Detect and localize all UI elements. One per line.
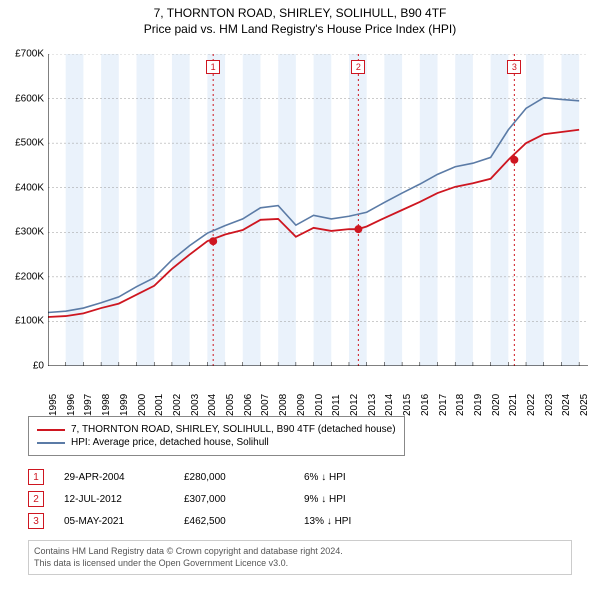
footer-line: Contains HM Land Registry data © Crown c… [34,546,566,558]
x-tick-label: 2001 [154,394,165,416]
x-tick-label: 2013 [367,394,378,416]
y-tick-label: £200K [15,271,44,282]
sale-marker-box: 1 [28,469,44,485]
x-tick-label: 2025 [579,394,590,416]
x-tick-label: 2022 [526,394,537,416]
table-row: 2 12-JUL-2012 £307,000 9% ↓ HPI [28,488,424,510]
x-tick-label: 2016 [420,394,431,416]
x-tick-label: 1996 [66,394,77,416]
x-tick-label: 2005 [225,394,236,416]
legend-swatch-hpi [37,442,65,444]
x-tick-label: 2007 [260,394,271,416]
sale-diff: 13% ↓ HPI [304,516,424,527]
attribution-footer: Contains HM Land Registry data © Crown c… [28,540,572,575]
x-tick-label: 2015 [402,394,413,416]
sale-price: £462,500 [184,516,304,527]
x-tick-label: 2012 [349,394,360,416]
sale-price: £307,000 [184,494,304,505]
y-tick-label: £0 [33,361,44,372]
x-tick-label: 2002 [172,394,183,416]
y-tick-label: £600K [15,93,44,104]
y-tick-label: £500K [15,138,44,149]
legend: 7, THORNTON ROAD, SHIRLEY, SOLIHULL, B90… [28,416,405,456]
x-tick-label: 2021 [508,394,519,416]
x-tick-label: 2010 [314,394,325,416]
chart-title: 7, THORNTON ROAD, SHIRLEY, SOLIHULL, B90… [0,0,600,22]
x-tick-label: 2000 [137,394,148,416]
x-tick-label: 2017 [438,394,449,416]
legend-swatch-property [37,429,65,431]
sale-diff: 6% ↓ HPI [304,472,424,483]
x-tick-label: 2003 [190,394,201,416]
y-tick-label: £700K [15,49,44,60]
legend-item-hpi: HPI: Average price, detached house, Soli… [37,437,396,448]
chart-svg [48,54,588,366]
table-row: 3 05-MAY-2021 £462,500 13% ↓ HPI [28,510,424,532]
x-tick-label: 2014 [384,394,395,416]
table-row: 1 29-APR-2004 £280,000 6% ↓ HPI [28,466,424,488]
chart-area: 1 2 3 [48,54,588,366]
footer-line: This data is licensed under the Open Gov… [34,558,566,570]
sale-price: £280,000 [184,472,304,483]
x-tick-label: 1998 [101,394,112,416]
x-tick-label: 2019 [473,394,484,416]
y-tick-label: £300K [15,227,44,238]
x-tick-label: 2004 [207,394,218,416]
marker-flag: 3 [507,60,521,74]
marker-flag: 1 [206,60,220,74]
legend-item-property: 7, THORNTON ROAD, SHIRLEY, SOLIHULL, B90… [37,424,396,435]
sales-table: 1 29-APR-2004 £280,000 6% ↓ HPI 2 12-JUL… [28,466,424,532]
sale-date: 12-JUL-2012 [64,494,184,505]
x-tick-label: 1999 [119,394,130,416]
x-tick-label: 2009 [296,394,307,416]
x-tick-label: 2018 [455,394,466,416]
legend-label-hpi: HPI: Average price, detached house, Soli… [71,437,269,448]
x-tick-label: 2020 [491,394,502,416]
x-tick-label: 1997 [83,394,94,416]
sale-date: 29-APR-2004 [64,472,184,483]
x-tick-label: 2023 [544,394,555,416]
x-tick-label: 1995 [48,394,59,416]
y-tick-label: £100K [15,316,44,327]
chart-subtitle: Price paid vs. HM Land Registry's House … [0,22,600,42]
sale-date: 05-MAY-2021 [64,516,184,527]
y-tick-label: £400K [15,182,44,193]
y-axis-labels: £0£100K£200K£300K£400K£500K£600K£700K [0,54,46,366]
x-tick-label: 2008 [278,394,289,416]
sale-diff: 9% ↓ HPI [304,494,424,505]
x-tick-label: 2024 [561,394,572,416]
x-tick-label: 2006 [243,394,254,416]
legend-label-property: 7, THORNTON ROAD, SHIRLEY, SOLIHULL, B90… [71,424,396,435]
marker-flag: 2 [351,60,365,74]
x-tick-label: 2011 [331,394,342,416]
sale-marker-box: 3 [28,513,44,529]
sale-marker-box: 2 [28,491,44,507]
x-axis-labels: 1995199619971998199920002001200220032004… [48,368,588,408]
